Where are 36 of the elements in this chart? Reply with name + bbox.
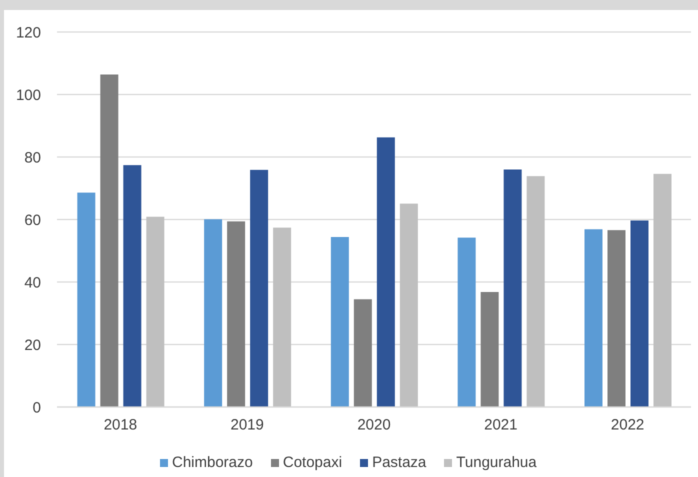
bar — [204, 219, 222, 407]
bar — [273, 228, 292, 407]
y-tick-label: 0 — [32, 399, 41, 416]
bar — [146, 216, 164, 407]
bar — [376, 137, 395, 407]
x-tick-label: 2019 — [230, 416, 264, 434]
bar — [227, 221, 246, 407]
x-tick-label: 2020 — [357, 416, 391, 434]
x-tick-label: 2021 — [484, 416, 518, 434]
bar — [526, 176, 545, 407]
bar — [584, 229, 602, 407]
legend-label: Tungurahua — [456, 454, 537, 471]
bar — [400, 204, 418, 407]
bar — [100, 74, 118, 407]
bar — [354, 299, 372, 407]
bar — [123, 165, 142, 407]
legend-label: Pastaza — [372, 454, 426, 471]
bar — [330, 237, 349, 407]
y-tick-label: 120 — [16, 24, 41, 42]
y-tick-label: 60 — [24, 212, 41, 229]
legend-label: Chimborazo — [172, 454, 253, 471]
legend-label: Cotopaxi — [282, 454, 342, 471]
bar — [630, 220, 648, 407]
x-tick-label: 2018 — [104, 416, 138, 434]
bar — [653, 174, 672, 407]
bar — [250, 170, 268, 407]
y-tick-label: 20 — [24, 336, 41, 354]
bar — [504, 170, 522, 407]
bar — [458, 238, 476, 407]
bar — [77, 192, 96, 407]
bar — [480, 292, 499, 407]
y-tick-label: 40 — [24, 274, 41, 292]
y-tick-label: 100 — [16, 86, 41, 104]
bar — [607, 230, 626, 407]
x-tick-label: 2022 — [610, 416, 644, 434]
y-tick-label: 80 — [24, 149, 41, 166]
